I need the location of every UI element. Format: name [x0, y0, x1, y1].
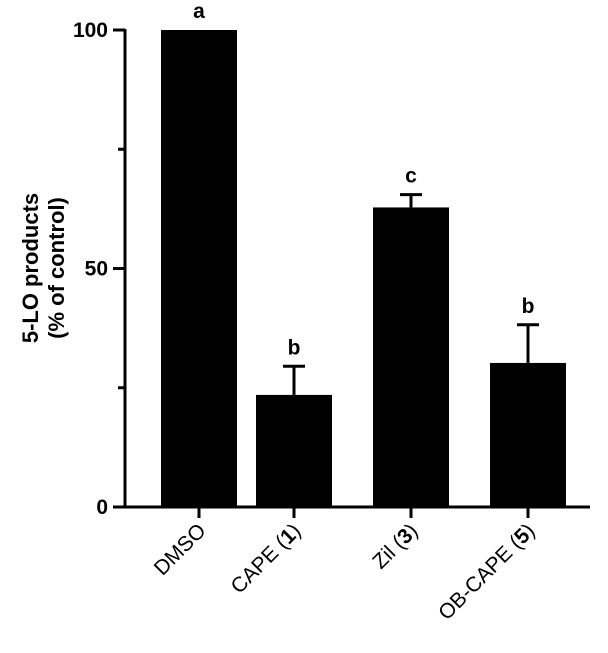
- category-name: DMSO: [150, 519, 211, 580]
- y-axis: 0 50 100: [73, 19, 127, 519]
- significance-letter: b: [522, 295, 535, 318]
- bar: [373, 207, 449, 507]
- x-tick-label: OB-CAPE (5): [434, 519, 539, 624]
- category-name: OB-CAPE: [434, 542, 517, 625]
- bars: [161, 30, 566, 507]
- x-tick-label: DMSO: [150, 519, 211, 580]
- y-axis-title-line1: 5-LO products: [18, 193, 43, 343]
- bar: [161, 30, 237, 507]
- x-tick-label: Zil (3): [368, 519, 422, 573]
- significance-letter: a: [193, 0, 205, 23]
- error-bars: [283, 193, 539, 395]
- significance-letter: b: [288, 336, 301, 359]
- x-axis: [124, 505, 590, 518]
- y-tick-label: 100: [73, 19, 108, 42]
- x-tick-label: CAPE (1): [227, 519, 306, 598]
- bar: [256, 394, 332, 507]
- significance-letter: c: [405, 165, 417, 188]
- y-axis-title: 5-LO products (% of control): [18, 193, 69, 343]
- y-axis-title-line2: (% of control): [44, 197, 69, 339]
- category-labels: DMSO CAPE (1) Zil (3)OB-CAPE (5): [150, 519, 540, 624]
- significance-letters: a b c b: [193, 0, 534, 359]
- y-tick-label: 0: [96, 496, 108, 519]
- y-tick-label: 50: [85, 258, 108, 281]
- bar: [490, 362, 566, 507]
